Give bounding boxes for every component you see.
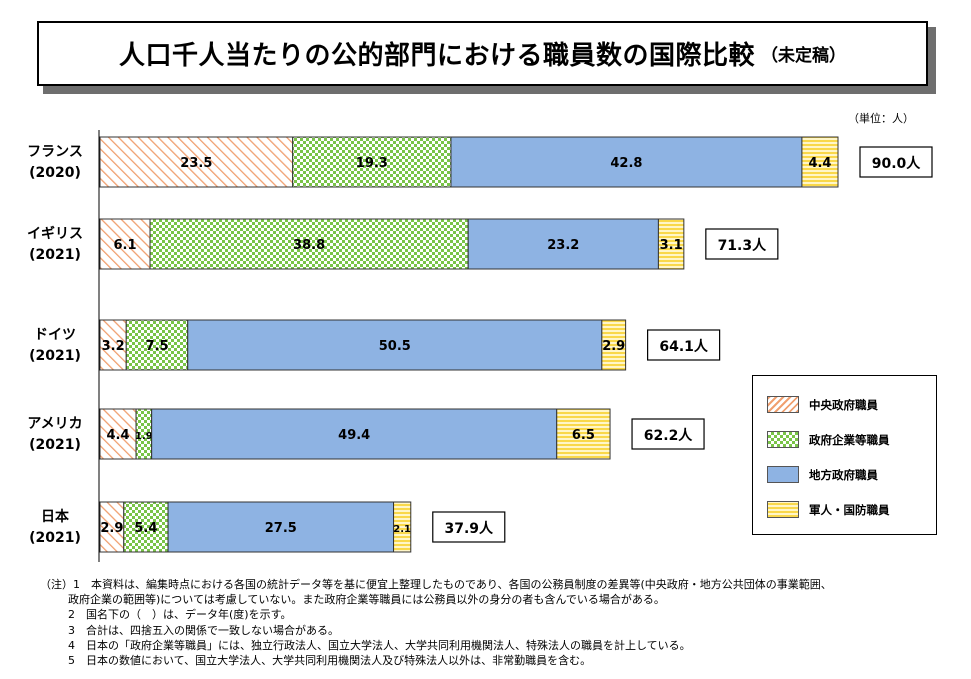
- unit-label: （単位：人）: [848, 112, 914, 125]
- bar-segment-gov-enterprise: [123, 501, 169, 553]
- bar-segment-local: [467, 218, 659, 270]
- bar-segment-central: [99, 319, 127, 371]
- footnote-1: （注）1 本資料は、編集時点における各国の統計データ等を基に便宜上整理したもので…: [40, 578, 832, 591]
- data-label-local: 50.5: [379, 339, 411, 354]
- bar-segment-gov-enterprise: [125, 319, 189, 371]
- bar-segment-central: [99, 408, 137, 460]
- legend-swatch-local: [767, 466, 799, 483]
- footnote-2: 2 国名下の（ ）は、データ年(度)を示す。: [68, 608, 292, 622]
- country-label: フランス: [27, 144, 83, 160]
- total-label: 90.0人: [872, 155, 922, 172]
- footnote-1-cont: 政府企業の範囲等)については考慮していない。また政府企業等職員には公務員以外の身…: [68, 593, 665, 607]
- bar-segment-central: [99, 218, 151, 270]
- legend-swatch-central: [767, 396, 799, 413]
- country-label: アメリカ: [27, 416, 82, 432]
- bar-segment-local: [187, 319, 603, 371]
- total-box: [647, 329, 721, 361]
- total-label: 37.9人: [445, 520, 495, 537]
- data-label-local: 49.4: [338, 428, 370, 443]
- legend-swatch-military: [767, 501, 799, 518]
- data-label-gov-enterprise: 38.8: [293, 238, 325, 253]
- data-label-gov-enterprise: 5.4: [134, 521, 157, 536]
- total-box: [631, 418, 705, 450]
- bar-segment-military: [801, 136, 839, 188]
- data-label-military: 3.1: [660, 238, 683, 253]
- total-box: [705, 228, 779, 260]
- country-year: (2021): [29, 437, 81, 453]
- bar-segment-gov-enterprise: [292, 136, 452, 188]
- legend: 中央政府職員 政府企業等職員 地方政府職員 軍人・国防職員: [752, 375, 937, 535]
- data-label-central: 23.5: [180, 156, 212, 171]
- data-label-gov-enterprise: 19.3: [356, 156, 388, 171]
- legend-item-central: 中央政府職員: [767, 396, 878, 413]
- country-year: (2021): [29, 348, 81, 364]
- data-label-military: 2.9: [602, 339, 625, 354]
- bar-segment-gov-enterprise: [149, 218, 469, 270]
- legend-label-central: 中央政府職員: [809, 397, 878, 412]
- total-box: [432, 511, 506, 543]
- total-box: [859, 146, 933, 178]
- country-label: 日本: [41, 508, 70, 525]
- bar-segment-military: [393, 501, 412, 553]
- data-label-gov-enterprise: 7.5: [145, 339, 168, 354]
- total-label: 64.1人: [659, 338, 709, 355]
- legend-item-gov-enterprise: 政府企業等職員: [767, 431, 890, 448]
- legend-label-local: 地方政府職員: [809, 467, 878, 482]
- legend-swatch-gov-enterprise: [767, 431, 799, 448]
- bar-segment-local: [151, 408, 558, 460]
- total-label: 62.2人: [644, 427, 694, 444]
- footnote-4: 4 日本の「政府企業等職員」には、独立行政法人、国立大学法人、大学共同利用機関法…: [68, 638, 691, 652]
- data-label-central: 4.4: [107, 428, 130, 443]
- data-label-gov-enterprise: 1.9: [135, 431, 153, 442]
- country-year: (2021): [29, 530, 81, 546]
- legend-item-military: 軍人・国防職員: [767, 501, 890, 518]
- legend-item-local: 地方政府職員: [767, 466, 878, 483]
- country-year: (2021): [29, 247, 81, 263]
- chart-subtitle: （未定稿）: [761, 46, 846, 66]
- bar-segment-military: [657, 218, 685, 270]
- legend-label-gov-enterprise: 政府企業等職員: [809, 432, 890, 447]
- data-label-military: 6.5: [572, 428, 595, 443]
- total-label: 71.3人: [718, 237, 768, 254]
- chart-title-box: 人口千人当たりの公的部門における職員数の国際比較 （未定稿）: [37, 21, 928, 86]
- data-label-central: 2.9: [100, 521, 123, 536]
- chart-title: 人口千人当たりの公的部門における職員数の国際比較: [118, 41, 755, 71]
- country-label: イギリス: [27, 225, 83, 242]
- country-label: ドイツ: [34, 327, 76, 343]
- bar-segment-military: [556, 408, 611, 460]
- country-year: (2020): [29, 165, 81, 181]
- data-label-central: 3.2: [102, 339, 125, 354]
- data-label-local: 42.8: [610, 156, 642, 171]
- data-label-local: 23.2: [547, 238, 579, 253]
- data-label-central: 6.1: [113, 238, 136, 253]
- footnote-5: 5 日本の数値において、国立大学法人、大学共同利用機関法人及び特殊法人以外は、非…: [68, 654, 592, 668]
- data-label-local: 27.5: [265, 521, 297, 536]
- bar-segment-central: [99, 136, 294, 188]
- bar-segment-military: [601, 319, 627, 371]
- data-label-military: 4.4: [808, 156, 831, 171]
- legend-label-military: 軍人・国防職員: [809, 502, 890, 517]
- footnotes: （注）1 本資料は、編集時点における各国の統計データ等を基に便宜上整理したもので…: [40, 577, 832, 668]
- footnote-3: 3 合計は、四捨五入の関係で一致しない場合がある。: [68, 623, 339, 637]
- data-label-military: 2.1: [393, 524, 411, 535]
